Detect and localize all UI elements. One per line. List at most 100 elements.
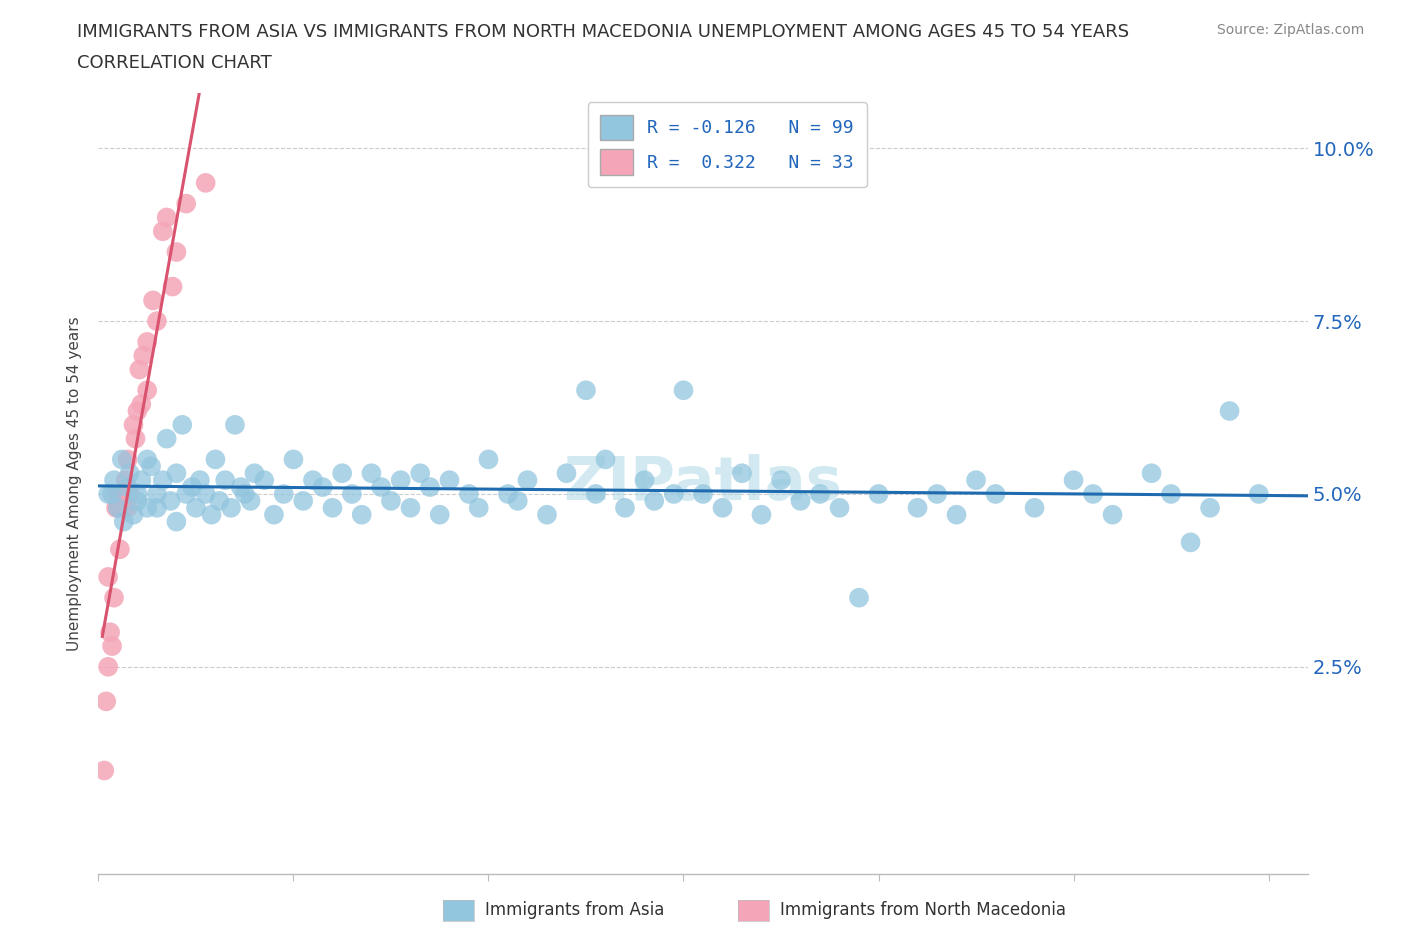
Point (156, 210, 179, 225)
Point (104, 500, 127, 515)
Point (711, 500, 734, 515)
Point (156, 432, 179, 446)
Point (350, 507, 373, 522)
Point (229, 480, 252, 495)
Point (1199, 500, 1222, 515)
Point (321, 500, 343, 515)
Point (117, 500, 139, 515)
Point (868, 486, 890, 501)
Point (112, 500, 135, 515)
Y-axis label: Unemployment Among Ages 45 to 54 years: Unemployment Among Ages 45 to 54 years (66, 316, 82, 651)
Point (399, 500, 422, 515)
Point (174, 196, 197, 211)
Text: Source: ZipAtlas.com: Source: ZipAtlas.com (1216, 23, 1364, 37)
Point (828, 500, 851, 515)
Point (1160, 486, 1182, 501)
Point (1180, 535, 1202, 550)
Point (283, 452, 305, 467)
Point (429, 507, 451, 522)
Point (496, 486, 519, 501)
Point (516, 472, 538, 487)
Point (419, 480, 441, 495)
Point (340, 486, 363, 501)
Point (439, 472, 461, 487)
Point (108, 542, 131, 557)
Point (945, 507, 967, 522)
Point (172, 418, 194, 432)
Point (127, 486, 149, 501)
Text: Immigrants from Asia: Immigrants from Asia (485, 900, 665, 919)
Point (380, 494, 402, 509)
Point (200, 507, 222, 522)
Point (409, 466, 432, 481)
Point (575, 383, 598, 398)
Point (97, 569, 120, 584)
Text: IMMIGRANTS FROM ASIA VS IMMIGRANTS FROM NORTH MACEDONIA UNEMPLOYMENT AMONG AGES : IMMIGRANTS FROM ASIA VS IMMIGRANTS FROM … (77, 23, 1129, 41)
Point (239, 494, 262, 509)
Text: Immigrants from North Macedonia: Immigrants from North Macedonia (780, 900, 1066, 919)
Point (142, 293, 165, 308)
Point (136, 452, 159, 467)
Point (107, 500, 129, 515)
Point (330, 466, 353, 481)
Point (389, 472, 412, 487)
Point (224, 418, 246, 432)
Point (146, 500, 169, 515)
Point (181, 480, 204, 495)
Point (165, 466, 187, 481)
Point (672, 383, 695, 398)
Point (477, 452, 499, 467)
Point (122, 507, 145, 522)
Point (107, 500, 129, 515)
Point (848, 591, 870, 605)
Point (117, 480, 139, 495)
Point (184, 500, 207, 515)
Point (808, 486, 831, 501)
Point (103, 472, 125, 487)
Point (101, 486, 124, 501)
Point (536, 507, 558, 522)
Point (131, 472, 153, 487)
Point (595, 452, 617, 467)
Point (458, 486, 481, 501)
Point (93, 763, 115, 777)
Point (233, 486, 256, 501)
Point (127, 494, 149, 509)
Point (194, 176, 217, 191)
Point (124, 432, 146, 446)
Point (614, 500, 637, 515)
Point (96, 694, 118, 709)
Point (555, 466, 578, 481)
Point (128, 362, 150, 377)
Point (159, 494, 181, 509)
Point (152, 472, 174, 487)
Point (219, 500, 242, 515)
Point (122, 418, 145, 432)
Point (103, 591, 125, 605)
Point (292, 494, 315, 509)
Point (1063, 472, 1085, 487)
Point (1101, 507, 1123, 522)
Point (146, 486, 169, 501)
Point (117, 452, 139, 467)
Point (789, 494, 811, 509)
Point (118, 466, 141, 481)
Point (769, 472, 792, 487)
Point (136, 500, 159, 515)
Text: CORRELATION CHART: CORRELATION CHART (77, 54, 273, 72)
Point (302, 472, 325, 487)
Point (139, 458, 162, 473)
Point (360, 466, 382, 481)
Point (907, 500, 929, 515)
Point (146, 313, 169, 328)
Point (263, 507, 285, 522)
Point (194, 486, 217, 501)
Point (253, 472, 276, 487)
Point (1247, 486, 1270, 501)
Point (98, 625, 121, 640)
Point (506, 494, 529, 509)
Point (112, 514, 135, 529)
Point (101, 639, 124, 654)
Point (132, 348, 155, 363)
Point (692, 486, 714, 501)
